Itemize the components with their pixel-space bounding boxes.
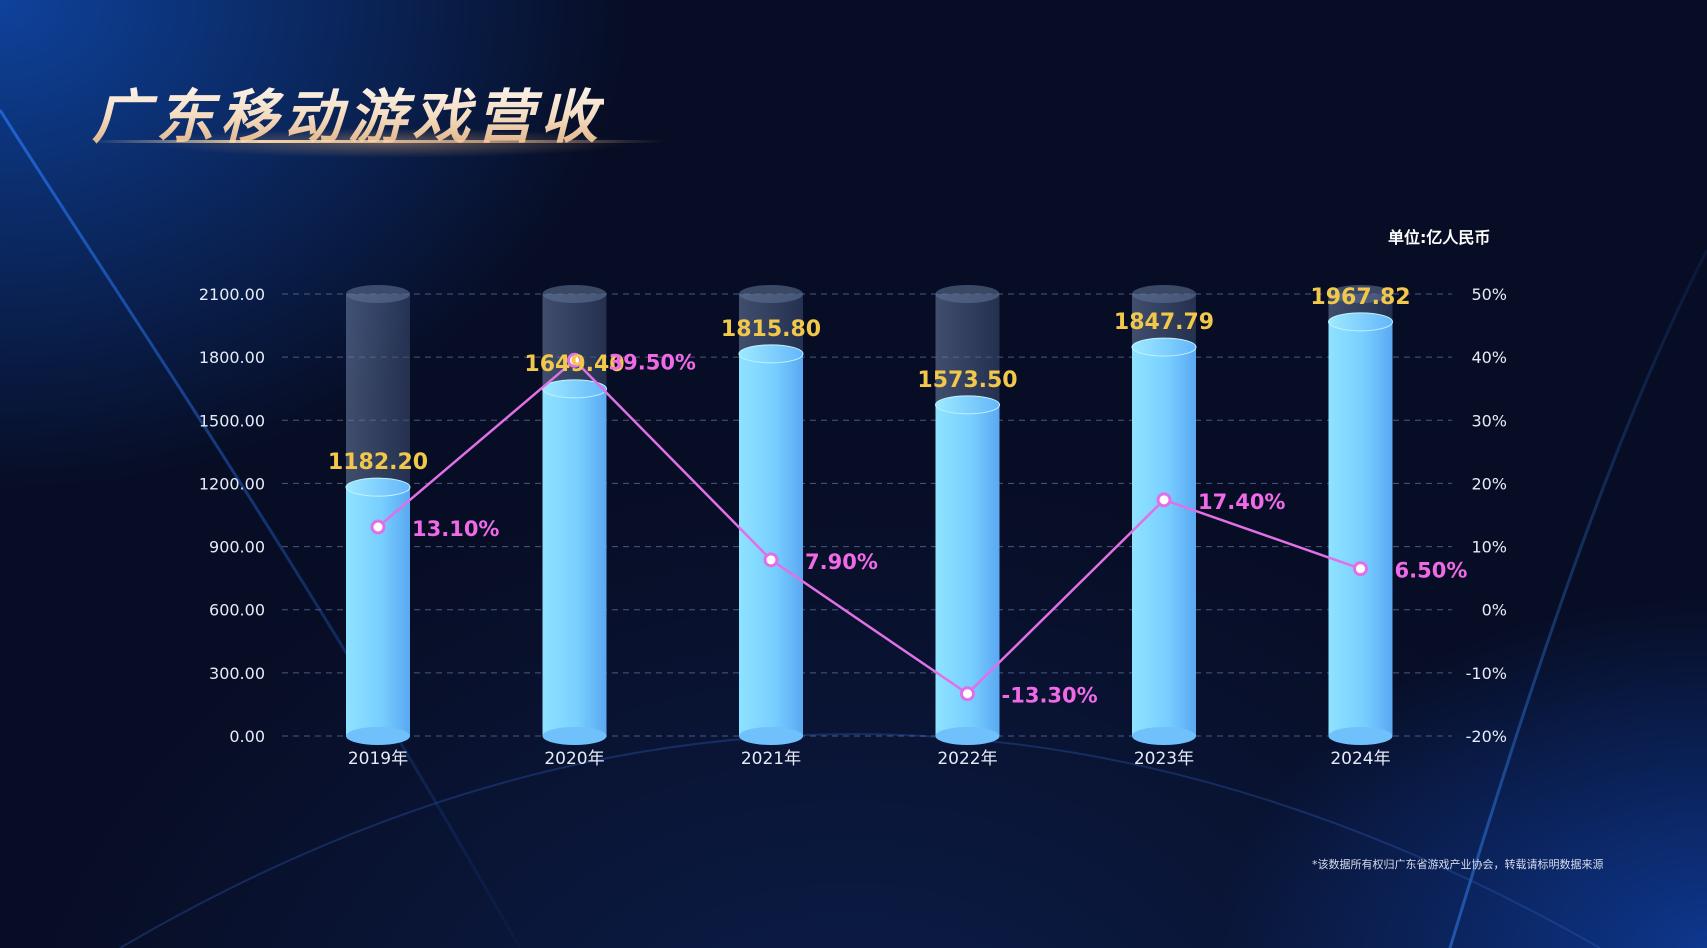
bar-value-label: 1182.20 (328, 450, 428, 475)
y2-tick-label: 30% (1471, 411, 1507, 430)
bar-base (1132, 727, 1196, 745)
bar-ghost-cap (1132, 285, 1196, 303)
grid-layer (282, 293, 1452, 737)
bar-base (1328, 727, 1393, 745)
bar-value-label: 1815.80 (721, 317, 821, 342)
bar-top-cap (738, 344, 804, 364)
bar-layer (345, 285, 1393, 745)
x-tick-label: 2022年 (937, 749, 997, 769)
growth-label: 13.10% (412, 517, 499, 541)
y2-tick-label: -10% (1466, 664, 1507, 683)
growth-point (370, 519, 386, 535)
y2-tick-label: 10% (1471, 538, 1507, 557)
label-layer: 0.00 300.00 600.00 900.00 1200.00 1500.00 1800… (199, 285, 1507, 769)
background-arc-bottom (119, 733, 1601, 948)
source-footnote: *该数据所有权归广东省游戏产业协会，转载请标明数据来源 (1312, 858, 1604, 871)
bar-base (935, 727, 1000, 745)
growth-point (960, 686, 975, 702)
bar-ghost (935, 294, 1000, 405)
title-underline (90, 140, 665, 143)
bar (1328, 321, 1393, 736)
bar-ghost (542, 294, 607, 389)
y-tick-label: 0.00 (229, 727, 265, 746)
bar-base (346, 727, 410, 745)
y2-tick-label: -20% (1466, 727, 1507, 746)
bar-top-cap (1328, 312, 1393, 332)
y-tick-label: 1800.00 (199, 348, 265, 367)
bar-ghost (346, 294, 410, 488)
growth-label: 6.50% (1395, 559, 1468, 583)
x-tick-label: 2020年 (544, 749, 604, 769)
growth-point (763, 552, 779, 568)
bar (935, 404, 1000, 736)
growth-point (567, 352, 582, 368)
growth-label: 39.50% (609, 350, 696, 374)
bar-ghost-cap (1328, 285, 1393, 303)
y-tick-label: 1200.00 (199, 474, 265, 493)
bar-value-label: 1967.82 (1310, 285, 1410, 310)
growth-point (1353, 561, 1368, 577)
y-tick-label: 1500.00 (199, 411, 265, 430)
bar-value-label: 1847.79 (1114, 310, 1214, 335)
line-layer (370, 352, 1368, 702)
x-tick-label: 2021年 (741, 749, 801, 769)
bar-value-label: 1573.50 (917, 368, 1017, 393)
y-tick-label: 600.00 (209, 601, 265, 620)
x-tick-label: 2024年 (1330, 749, 1390, 769)
bar (739, 353, 803, 736)
bar (542, 388, 607, 736)
y2-tick-label: 50% (1471, 285, 1507, 304)
bar-ghost-cap (739, 285, 803, 303)
background-arc-right (1448, 249, 1707, 948)
y2-tick-label: 20% (1471, 474, 1507, 493)
bar-top-cap (935, 395, 1000, 415)
x-tick-label: 2019年 (348, 749, 408, 769)
y2-tick-label: 0% (1482, 601, 1507, 620)
x-tick-label: 2023年 (1134, 749, 1194, 769)
unit-label: 单位:亿人民币 (1388, 228, 1491, 247)
bar (1132, 347, 1196, 736)
bar-top-cap (1131, 337, 1197, 357)
bar-value-label: 1649.40 (524, 352, 624, 377)
bar-ghost (739, 294, 803, 354)
growth-label: 17.40% (1198, 490, 1285, 514)
background-arc-left (0, 109, 522, 948)
page-title: 广东移动游戏营收 (92, 70, 604, 154)
bar-ghost-cap (542, 285, 607, 303)
bar-base (739, 727, 803, 745)
growth-line (377, 358, 1361, 696)
growth-label: -13.30% (1002, 684, 1098, 708)
y-tick-label: 300.00 (209, 664, 265, 683)
title-glow (150, 128, 630, 158)
bar-ghost-cap (346, 285, 410, 303)
bar-top-cap (345, 477, 411, 497)
growth-point (1156, 492, 1172, 508)
y-tick-label: 2100.00 (199, 285, 265, 304)
y2-tick-label: 40% (1471, 348, 1507, 367)
growth-label: 7.90% (805, 550, 878, 574)
bar-base (542, 727, 607, 745)
bar-ghost-cap (935, 285, 1000, 303)
y-tick-label: 900.00 (209, 538, 265, 557)
